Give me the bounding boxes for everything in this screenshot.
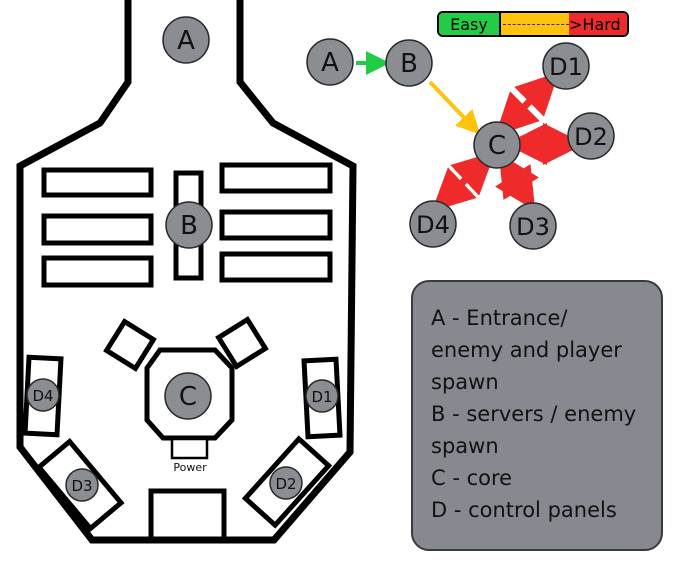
map-marker-d1: D1 [305, 379, 339, 413]
server-rack [219, 251, 333, 283]
core-terminal [103, 318, 157, 372]
legend-line: spawn [431, 370, 499, 394]
power-label: Power [173, 461, 207, 474]
difficulty-bar: Easy >Hard [437, 11, 629, 37]
flow-node-d1-label: D1 [549, 53, 583, 81]
arrow-c-d1 [495, 72, 559, 136]
flow-node-d2-label: D2 [574, 123, 608, 151]
map-marker-d2-label: D2 [275, 475, 296, 493]
legend-line: spawn [431, 434, 499, 458]
server-rack [219, 162, 333, 194]
arrow-c-d3 [495, 153, 539, 211]
flow-node-d2: D2 [567, 112, 615, 160]
flow-diagram: A B C D1 D2 D3 D4 [306, 38, 615, 250]
map-marker-d4: D4 [26, 378, 60, 412]
map-marker-a-label: A [177, 26, 195, 56]
map-marker-d1-label: D1 [311, 388, 332, 406]
map-marker-b-label: B [180, 211, 198, 241]
difficulty-hard-segment: >Hard [569, 13, 627, 35]
difficulty-easy-segment: Easy [439, 13, 501, 35]
power-unit [170, 437, 209, 460]
difficulty-easy-label: Easy [450, 14, 488, 34]
flow-node-c-label: C [488, 131, 506, 161]
map-marker-d2: D2 [269, 466, 303, 500]
difficulty-hard-label: >Hard [569, 14, 621, 34]
flow-node-c: C [473, 121, 521, 169]
server-rack [41, 167, 154, 198]
legend-line: D - control panels [431, 498, 617, 522]
map-marker-d3: D3 [65, 468, 99, 502]
map-marker-c-label: C [179, 382, 197, 412]
legend-line: A - Entrance/ [431, 306, 568, 330]
legend-line: B - servers / enemy [431, 402, 637, 426]
difficulty-dashed-line [503, 24, 569, 25]
difficulty-mid-segment [501, 13, 569, 35]
flow-node-d4-label: D4 [416, 211, 450, 239]
flow-node-d1: D1 [542, 42, 590, 90]
map-marker-a: A [162, 16, 210, 64]
server-rack [41, 213, 154, 246]
map-marker-d4-label: D4 [32, 387, 53, 405]
legend-line: C - core [431, 466, 513, 490]
flow-node-b-label: B [400, 49, 418, 79]
map-marker-d3-label: D3 [71, 477, 92, 495]
server-rack [41, 255, 154, 288]
arrow-b-to-c [428, 80, 481, 135]
server-rack [219, 209, 333, 241]
legend-line: enemy and player [431, 338, 622, 362]
flow-node-a-label: A [321, 48, 339, 78]
legend-panel: A - Entrance/ enemy and player spawn B -… [411, 280, 663, 551]
flow-node-a: A [306, 38, 354, 86]
bottom-door [148, 488, 227, 542]
map-marker-c: C [164, 372, 212, 420]
core-terminal [215, 316, 269, 370]
flow-node-b: B [385, 39, 433, 87]
flow-node-d3-label: D3 [516, 213, 550, 241]
flow-node-d3: D3 [509, 202, 557, 250]
map: Power A B C D1 D4 D3 [16, 0, 357, 544]
arrow-c-d4 [431, 151, 496, 212]
map-marker-b: B [165, 201, 213, 249]
flow-node-d4: D4 [409, 200, 457, 248]
